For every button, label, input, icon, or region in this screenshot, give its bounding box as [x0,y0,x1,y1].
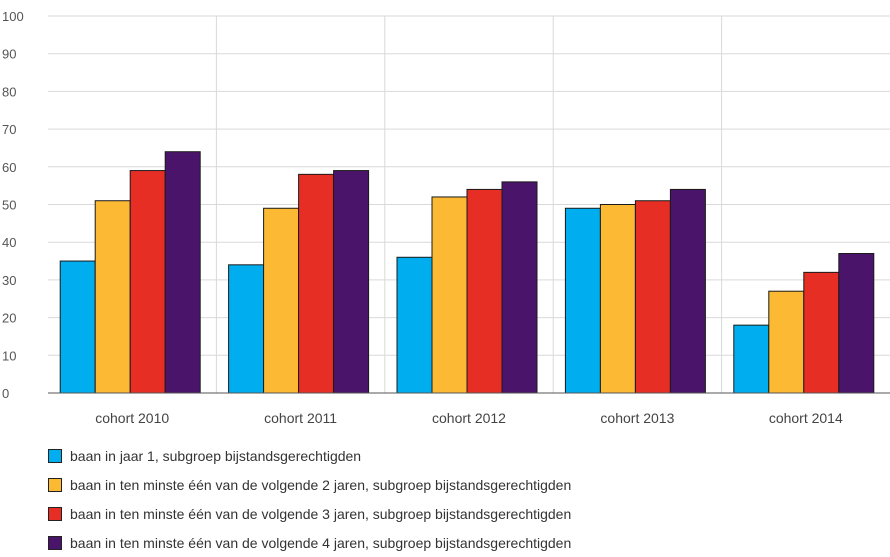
bar [501,181,538,394]
legend-item: baan in ten minste één van de volgende 3… [48,499,571,528]
bar [599,204,636,394]
bar [263,207,300,394]
y-tick-label: 10 [2,348,16,363]
x-tick-label: cohort 2014 [769,410,843,426]
bar [228,264,265,394]
legend-swatch [48,535,62,550]
legend-label: baan in ten minste één van de volgende 4… [70,534,572,551]
y-axis-ticks: 0 10 20 30 40 50 60 70 80 90 100 [2,9,24,401]
legend-label: baan in ten minste één van de volgende 3… [70,505,572,522]
legend-swatch [48,448,62,463]
y-tick-label: 20 [2,311,16,326]
x-axis-ticks: cohort 2010 cohort 2011 cohort 2012 cohort … [95,410,843,426]
y-tick-label: 90 [2,47,16,62]
bar [129,170,166,394]
y-tick-label: 40 [2,235,16,250]
y-tick-label: 0 [2,386,9,401]
bar [669,188,706,394]
bar [94,200,131,394]
bar [164,151,201,394]
legend-label: baan in jaar 1, subgroep bijstandsgerech… [70,447,362,464]
legend: baan in jaar 1, subgroep bijstandsgerech… [48,441,571,557]
bar [733,324,770,394]
legend-item: baan in ten minste één van de volgende 4… [48,528,571,557]
bar [333,170,370,394]
legend-swatch [48,506,62,521]
bar [466,188,503,394]
bar [298,173,335,394]
bar [803,271,840,394]
legend-item: baan in ten minste één van de volgende 2… [48,470,571,499]
bar [838,253,875,394]
legend-swatch [48,477,62,492]
bars [59,151,875,394]
legend-label: baan in ten minste één van de volgende 2… [70,476,572,493]
y-tick-label: 30 [2,273,16,288]
y-tick-label: 50 [2,198,16,213]
y-tick-label: 80 [2,84,16,99]
bar [768,290,805,394]
y-tick-label: 60 [2,160,16,175]
bar [59,260,96,394]
x-tick-label: cohort 2010 [95,410,169,426]
bar [634,200,671,394]
y-tick-label: 70 [2,122,16,137]
y-tick-label: 100 [2,9,24,24]
bar [431,196,468,394]
x-tick-label: cohort 2012 [432,410,506,426]
bar [396,256,433,394]
x-tick-label: cohort 2013 [600,410,674,426]
bar [564,207,601,394]
x-tick-label: cohort 2011 [264,410,337,426]
legend-item: baan in jaar 1, subgroep bijstandsgerech… [48,441,571,470]
